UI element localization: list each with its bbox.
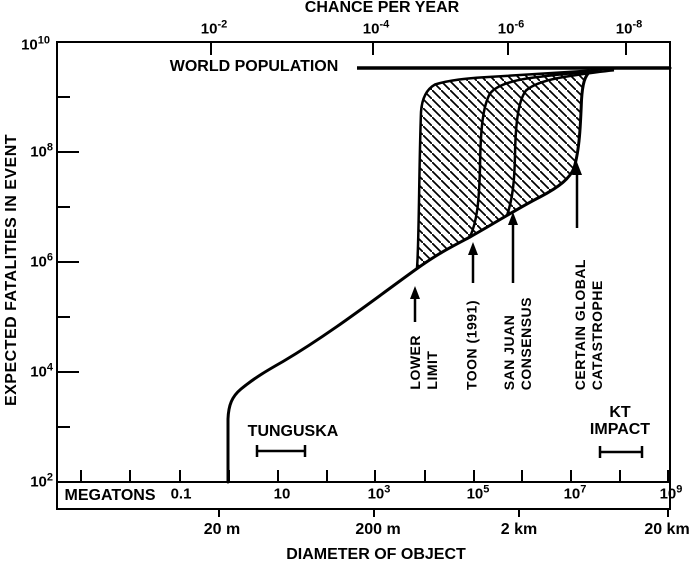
lower-limit-label: LOWER LIMIT (407, 335, 440, 390)
megatons-tick-label-1e9: 109 (659, 483, 683, 503)
chance-tick-label-1e-6: 10-6 (497, 18, 525, 38)
san-juan-consensus-curve (505, 69, 615, 216)
megatons-axis-label: MEGATONS (64, 487, 156, 504)
expected-fatalities-curve (226, 66, 672, 484)
chance-tick-label-1e-4: 10-4 (362, 18, 390, 38)
world-population-label: WORLD POPULATION (169, 58, 339, 75)
megatons-tick-label-0.1: 0.1 (170, 485, 192, 503)
fatalities-axis-title: EXPECTED FATALITIES IN EVENT (3, 133, 20, 407)
chance-axis-ticks (210, 43, 627, 55)
diameter-tick-label-20m: 20 m (203, 521, 241, 538)
toon-arrow (468, 242, 478, 283)
megatons-tick-label-10: 10 (273, 485, 291, 503)
megatons-axis-ticks (80, 470, 669, 481)
chance-axis-title: CHANCE PER YEAR (304, 0, 460, 16)
lower-limit-curve (415, 69, 591, 269)
diameter-axis-title: DIAMETER OF OBJECT (286, 546, 466, 563)
tunguska-label: TUNGUSKA (247, 423, 339, 440)
fatalities-tick-label-1e2: 102 (30, 471, 53, 491)
chance-tick-label-1e-2: 10-2 (200, 18, 228, 38)
diameter-tick-label-2km: 2 km (500, 521, 538, 538)
diameter-tick-label-200m: 200 m (355, 521, 401, 538)
fatalities-tick-label-1e6: 106 (30, 251, 53, 271)
megatons-tick-label-1e3: 103 (367, 483, 391, 503)
megatons-tick-label-1e7: 107 (563, 483, 587, 503)
uncertainty-region-hatch (416, 70, 590, 270)
certain-global-arrow (572, 162, 582, 228)
toon-label: TOON (1991) (463, 299, 480, 390)
fatalities-tick-label-1e10: 1010 (21, 34, 50, 54)
san-juan-arrow (508, 212, 518, 283)
kt-impact-label: KT IMPACT (589, 404, 651, 438)
fatalities-axis-minor-ticks (58, 96, 70, 428)
megatons-axis-box (56, 481, 671, 510)
tunguska-range-bar (255, 445, 307, 457)
fatalities-tick-label-1e4: 104 (30, 361, 53, 381)
diameter-axis-ticks (218, 509, 669, 517)
megatons-tick-label-1e5: 105 (466, 483, 490, 503)
lower-limit-arrow (410, 286, 420, 322)
chance-tick-label-1e-8: 10-8 (615, 18, 643, 38)
fatalities-tick-label-1e8: 108 (30, 141, 53, 161)
san-juan-label: SAN JUAN CONSENSUS (501, 296, 534, 390)
fatalities-axis-major-ticks (58, 151, 79, 373)
toon-1991-curve (468, 69, 599, 238)
kt-impact-range-bar (598, 446, 644, 458)
diameter-tick-label-20km: 20 km (644, 521, 689, 538)
certain-global-label: CERTAIN GLOBAL CATASTROPHE (572, 258, 605, 390)
